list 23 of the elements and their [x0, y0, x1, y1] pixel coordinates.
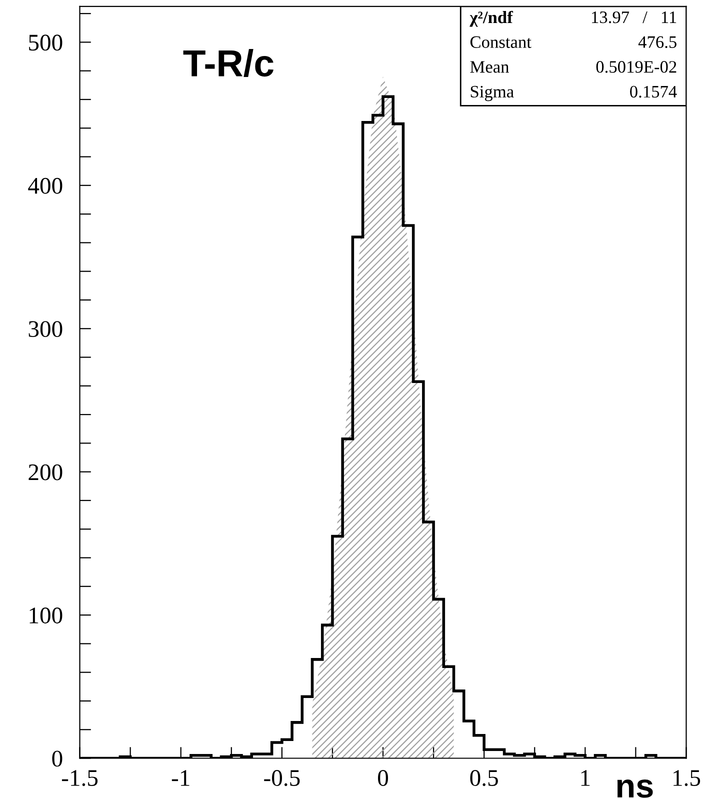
annotation: χ²/ndf	[470, 10, 514, 27]
x-tick-label: -1	[172, 770, 190, 786]
x-tick-label: -0.5	[264, 770, 300, 786]
y-tick-label: 400	[28, 178, 62, 194]
annotation: Constant	[470, 36, 532, 48]
annotation: 476.5	[638, 36, 676, 48]
x-tick-label: -1.5	[62, 770, 98, 786]
y-tick-label: 500	[29, 34, 62, 51]
y-tick-label: 200	[28, 464, 62, 480]
annotation: Mean	[470, 61, 509, 73]
x-tick-label: 0.5	[470, 770, 498, 786]
annotation: Sigma	[470, 86, 514, 102]
x-axis-title: ns	[617, 779, 653, 798]
x-tick-label: 0	[378, 770, 388, 786]
annotation: 0.1574	[630, 86, 677, 98]
x-tick-label: 1.5	[674, 770, 700, 786]
x-tick-label: 1	[581, 770, 590, 786]
y-tick-label: 0	[52, 750, 62, 767]
y-tick-label: 100	[30, 608, 62, 624]
annotation: 0.5019E-02	[596, 61, 676, 73]
y-tick-label: 300	[28, 321, 62, 338]
text: T-R/c	[183, 49, 274, 77]
annotation: 13.97 / 11	[592, 11, 676, 24]
